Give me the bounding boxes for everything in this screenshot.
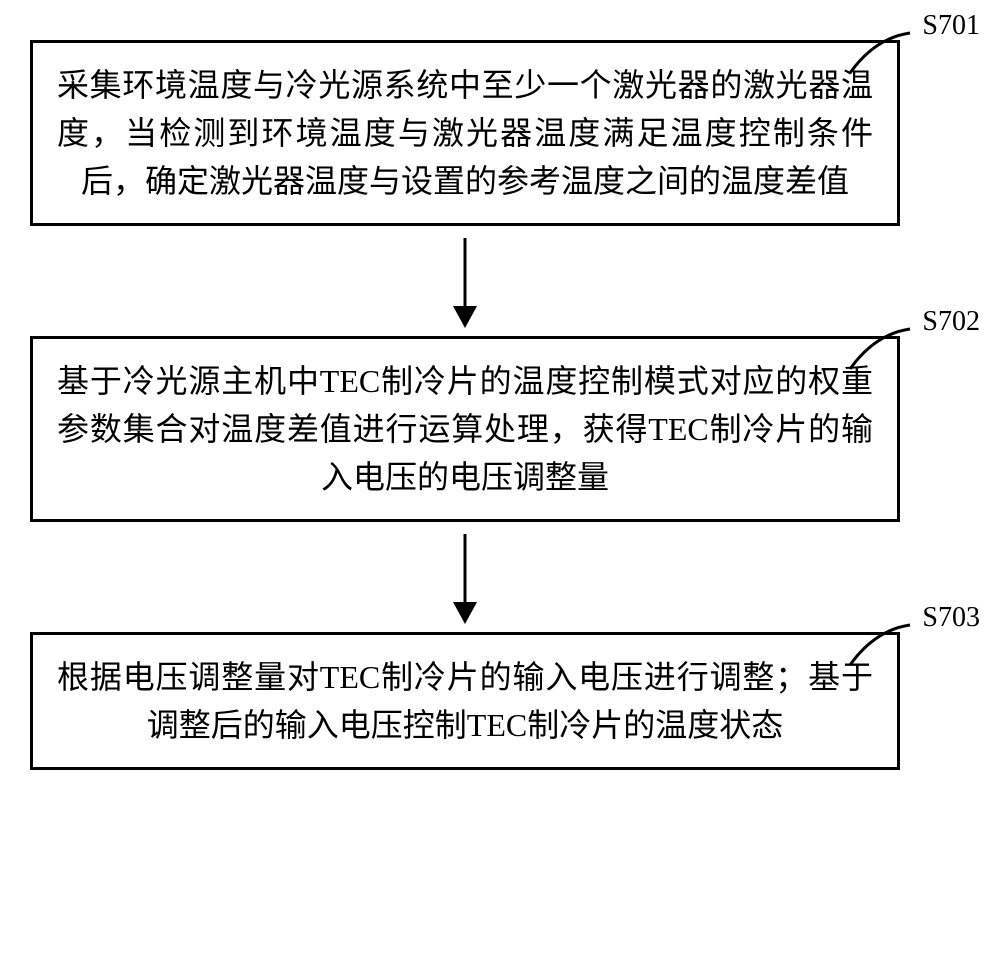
step-id-text: S703 xyxy=(922,602,980,633)
step-id-text: S701 xyxy=(922,10,980,41)
down-arrow-icon xyxy=(445,238,485,328)
step-box: 基于冷光源主机中TEC制冷片的温度控制模式对应的权重参数集合对温度差值进行运算处… xyxy=(30,336,900,522)
step-s702: S702 基于冷光源主机中TEC制冷片的温度控制模式对应的权重参数集合对温度差值… xyxy=(30,336,970,522)
step-label-s703: S703 xyxy=(922,602,980,634)
leader-curve-icon xyxy=(845,620,915,670)
step-label-s701: S701 xyxy=(922,10,980,42)
step-box: 采集环境温度与冷光源系统中至少一个激光器的激光器温度，当检测到环境温度与激光器温… xyxy=(30,40,900,226)
step-label-s702: S702 xyxy=(922,306,980,338)
step-s701: S701 采集环境温度与冷光源系统中至少一个激光器的激光器温度，当检测到环境温度… xyxy=(30,40,970,226)
step-s703: S703 根据电压调整量对TEC制冷片的输入电压进行调整；基于调整后的输入电压控… xyxy=(30,632,970,770)
down-arrow-icon xyxy=(445,534,485,624)
arrow-1 xyxy=(30,226,900,336)
arrow-2 xyxy=(30,522,900,632)
flowchart-container: S701 采集环境温度与冷光源系统中至少一个激光器的激光器温度，当检测到环境温度… xyxy=(30,40,970,770)
step-box: 根据电压调整量对TEC制冷片的输入电压进行调整；基于调整后的输入电压控制TEC制… xyxy=(30,632,900,770)
step-id-text: S702 xyxy=(922,306,980,337)
leader-curve-icon xyxy=(845,324,915,374)
leader-curve-icon xyxy=(845,28,915,78)
